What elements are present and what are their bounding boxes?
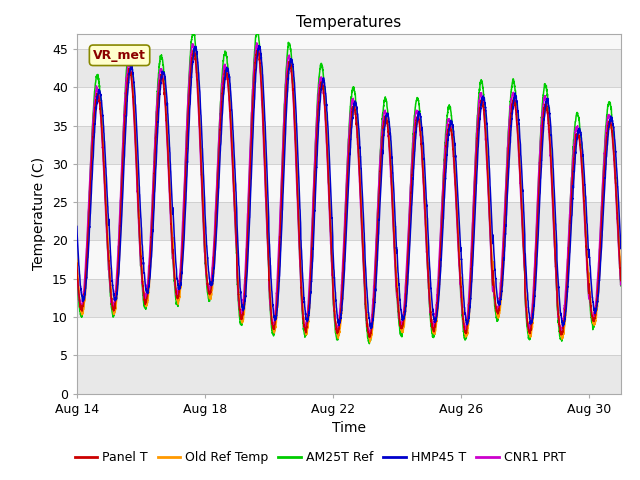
Title: Temperatures: Temperatures [296, 15, 401, 30]
Bar [77, 202, 621, 240]
Bar [77, 317, 621, 355]
Y-axis label: Temperature (C): Temperature (C) [33, 157, 46, 270]
Bar [77, 279, 621, 317]
X-axis label: Time: Time [332, 421, 366, 435]
Bar [77, 49, 621, 87]
Bar [77, 125, 621, 164]
Bar [77, 11, 621, 49]
Bar [77, 164, 621, 202]
Text: VR_met: VR_met [93, 49, 146, 62]
Bar [77, 87, 621, 125]
Bar [77, 240, 621, 279]
Bar [77, 355, 621, 394]
Legend: Panel T, Old Ref Temp, AM25T Ref, HMP45 T, CNR1 PRT: Panel T, Old Ref Temp, AM25T Ref, HMP45 … [70, 446, 570, 469]
